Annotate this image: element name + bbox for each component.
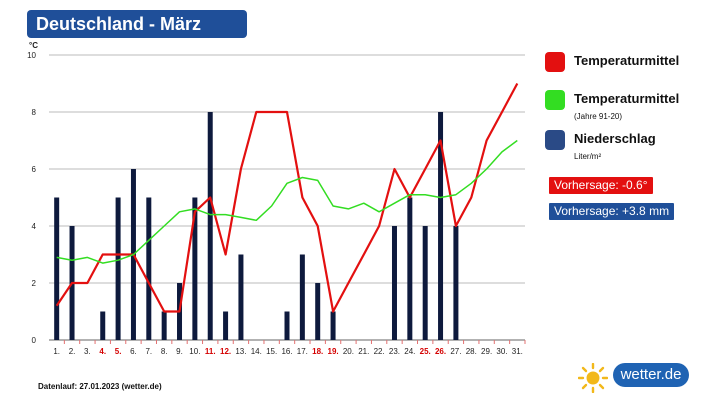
legend-label-temperature: Temperaturmittel bbox=[574, 53, 680, 68]
precipitation-bar bbox=[238, 254, 244, 340]
precipitation-bar bbox=[438, 112, 444, 340]
x-tick-label: 2. bbox=[69, 347, 76, 356]
x-tick-label: 12. bbox=[220, 347, 231, 356]
y-axis-unit: °C bbox=[29, 41, 38, 50]
x-tick-label: 20. bbox=[343, 347, 354, 356]
precipitation-bar bbox=[161, 311, 167, 340]
legend-swatch-temperature bbox=[545, 52, 565, 72]
x-tick-label: 23. bbox=[389, 347, 400, 356]
x-tick-label: 27. bbox=[450, 347, 461, 356]
legend-sub-precipitation: Liter/m² bbox=[574, 152, 602, 161]
data-run-footer: Datenlauf: 27.01.2023 (wetter.de) bbox=[38, 382, 162, 391]
precipitation-bar bbox=[146, 197, 152, 340]
x-tick-label: 1. bbox=[53, 347, 60, 356]
legend-swatch-temperature-normal bbox=[545, 90, 565, 110]
precipitation-bar bbox=[284, 311, 290, 340]
y-tick-label: 6 bbox=[32, 165, 37, 174]
x-tick-label: 10. bbox=[189, 347, 200, 356]
x-tick-label: 21. bbox=[358, 347, 369, 356]
y-tick-label: 0 bbox=[32, 336, 37, 345]
x-tick-label: 5. bbox=[115, 347, 122, 356]
x-tick-label: 4. bbox=[99, 347, 106, 356]
x-tick-label: 8. bbox=[161, 347, 168, 356]
x-tick-label: 26. bbox=[435, 347, 446, 356]
x-tick-label: 30. bbox=[496, 347, 507, 356]
legend-label-temperature-normal: Temperaturmittel bbox=[574, 91, 680, 106]
precipitation-bar bbox=[192, 197, 198, 340]
y-tick-label: 2 bbox=[32, 279, 37, 288]
x-tick-label: 3. bbox=[84, 347, 91, 356]
precipitation-bar bbox=[330, 311, 336, 340]
temperature-normal-line bbox=[56, 139, 518, 264]
brand-text: wetter.de bbox=[613, 363, 689, 387]
x-tick-label: 14. bbox=[251, 347, 262, 356]
chart-title: Deutschland - März bbox=[27, 10, 247, 38]
x-tick-label: 25. bbox=[420, 347, 431, 356]
x-tick-label: 18. bbox=[312, 347, 323, 356]
x-tick-label: 24. bbox=[404, 347, 415, 356]
x-tick-label: 29. bbox=[481, 347, 492, 356]
precipitation-bar bbox=[223, 311, 229, 340]
legend-swatch-precipitation bbox=[545, 130, 565, 150]
x-tick-label: 15. bbox=[266, 347, 277, 356]
x-tick-label: 11. bbox=[205, 347, 216, 356]
x-tick-label: 28. bbox=[466, 347, 477, 356]
precipitation-bar bbox=[391, 226, 397, 340]
x-tick-label: 13. bbox=[235, 347, 246, 356]
y-tick-label: 10 bbox=[27, 51, 36, 60]
precipitation-bar bbox=[115, 197, 121, 340]
y-tick-label: 8 bbox=[32, 108, 37, 117]
x-tick-label: 16. bbox=[281, 347, 292, 356]
precipitation-bar bbox=[207, 112, 213, 340]
legend-label-precipitation: Niederschlag bbox=[574, 131, 656, 146]
precipitation-bar bbox=[422, 226, 428, 340]
precipitation-bar bbox=[315, 283, 321, 340]
x-tick-label: 31. bbox=[512, 347, 523, 356]
precipitation-bar bbox=[54, 197, 60, 340]
precipitation-bar bbox=[453, 226, 459, 340]
x-tick-label: 19. bbox=[328, 347, 339, 356]
precipitation-bar bbox=[299, 254, 305, 340]
sun-icon bbox=[578, 363, 608, 393]
brand-logo[interactable]: wetter.de bbox=[578, 363, 690, 393]
y-tick-label: 4 bbox=[32, 222, 37, 231]
temperature-line bbox=[55, 82, 519, 313]
precipitation-bar bbox=[100, 311, 106, 340]
legend-sub-temperature-normal: (Jahre 91-20) bbox=[574, 112, 623, 121]
x-tick-label: 22. bbox=[374, 347, 385, 356]
forecast-temperature: Vorhersage: -0.6° bbox=[549, 177, 653, 194]
precipitation-bar bbox=[407, 197, 413, 340]
x-tick-label: 17. bbox=[297, 347, 308, 356]
x-tick-label: 6. bbox=[130, 347, 137, 356]
forecast-precipitation: Vorhersage: +3.8 mm bbox=[549, 203, 675, 220]
x-tick-label: 9. bbox=[176, 347, 183, 356]
x-tick-label: 7. bbox=[145, 347, 152, 356]
